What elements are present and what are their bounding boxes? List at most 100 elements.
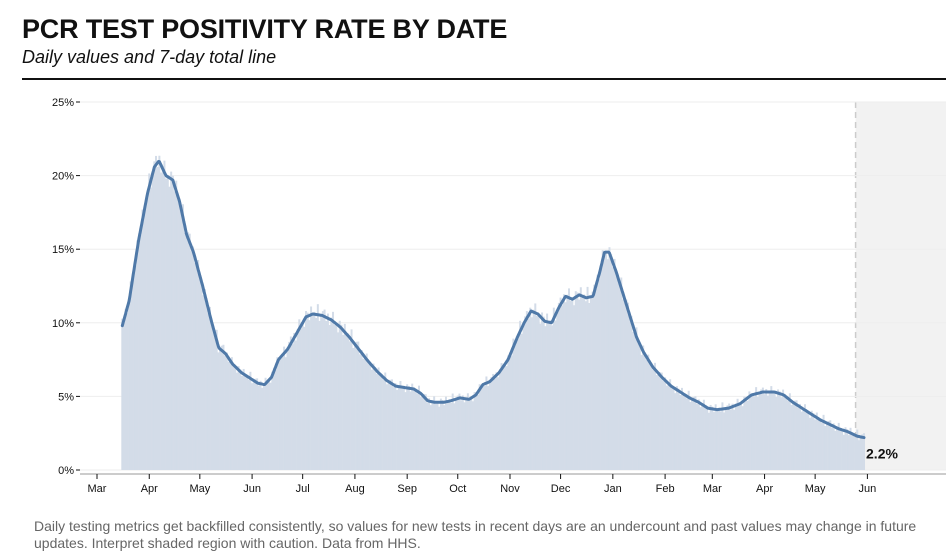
- daily-bar: [529, 307, 532, 470]
- daily-bar: [627, 302, 630, 470]
- daily-bar: [187, 232, 190, 470]
- daily-bar: [475, 392, 478, 470]
- daily-bar: [301, 321, 304, 470]
- daily-bar: [756, 396, 759, 470]
- daily-bar: [527, 318, 530, 470]
- daily-bar: [748, 391, 751, 470]
- daily-bar: [311, 315, 314, 470]
- daily-bar: [571, 298, 574, 470]
- footnote: Daily testing metrics get backfilled con…: [34, 518, 917, 551]
- daily-bar: [308, 320, 311, 470]
- daily-bar: [257, 385, 260, 470]
- daily-bar: [131, 282, 134, 470]
- daily-bar: [800, 411, 803, 470]
- daily-bar: [261, 387, 264, 470]
- daily-bar: [274, 369, 277, 470]
- daily-bar: [372, 363, 375, 470]
- x-tick-label: Aug: [345, 483, 365, 495]
- daily-bar: [436, 401, 439, 470]
- daily-bar: [680, 387, 683, 470]
- daily-bar: [244, 375, 247, 470]
- daily-bar: [568, 288, 571, 470]
- daily-bar: [729, 409, 732, 470]
- daily-bar: [121, 318, 124, 470]
- daily-bar: [643, 352, 646, 470]
- x-tick-label: Mar: [703, 483, 722, 495]
- daily-bar: [217, 352, 220, 470]
- daily-bar: [625, 299, 628, 470]
- daily-bar: [473, 392, 476, 470]
- daily-bar: [628, 318, 631, 470]
- daily-bar: [138, 233, 141, 470]
- positivity-chart: 0% 5% 10% 15% 20% 25% Mar Apr May Jun Jul Aug Sep Oct…: [52, 97, 946, 495]
- daily-bar: [229, 359, 232, 470]
- daily-bar: [724, 407, 727, 470]
- daily-bar: [574, 291, 577, 470]
- daily-bar: [842, 434, 845, 470]
- daily-bar: [824, 425, 827, 470]
- daily-bar: [805, 412, 808, 470]
- daily-bar: [318, 320, 321, 470]
- daily-bar: [421, 394, 424, 470]
- daily-bar: [456, 395, 459, 470]
- daily-bar: [679, 394, 682, 470]
- daily-bar: [537, 313, 540, 470]
- daily-bar: [783, 396, 786, 470]
- daily-bar: [734, 403, 737, 470]
- daily-bar: [630, 315, 633, 470]
- daily-bar: [411, 383, 414, 470]
- daily-bar: [153, 161, 156, 470]
- daily-bar: [369, 362, 372, 470]
- daily-bar: [483, 386, 486, 470]
- daily-bar: [384, 372, 387, 470]
- daily-bar: [480, 387, 483, 470]
- y-tick-label: 15%: [52, 244, 74, 256]
- daily-bar: [706, 407, 709, 470]
- daily-bar: [219, 347, 222, 470]
- daily-bar: [647, 354, 650, 470]
- daily-bar: [385, 384, 388, 470]
- daily-bar: [267, 379, 270, 470]
- daily-bar: [539, 323, 542, 470]
- daily-bar: [623, 297, 626, 470]
- daily-bar: [793, 400, 796, 470]
- daily-bar: [246, 374, 249, 470]
- daily-bar: [601, 250, 604, 470]
- daily-bar: [510, 355, 513, 470]
- daily-bar: [446, 402, 449, 470]
- daily-bar: [126, 313, 129, 470]
- daily-bar: [677, 388, 680, 470]
- daily-bar: [412, 389, 415, 470]
- daily-bar: [252, 379, 255, 470]
- daily-bar: [669, 379, 672, 470]
- daily-bar: [859, 436, 862, 470]
- daily-bar: [731, 403, 734, 470]
- daily-bar: [704, 408, 707, 470]
- daily-bar: [188, 233, 191, 470]
- daily-bar: [524, 316, 527, 470]
- daily-bar: [788, 393, 791, 470]
- daily-bar: [342, 334, 345, 470]
- daily-bar: [163, 160, 166, 470]
- daily-bar: [417, 385, 420, 470]
- daily-bar: [829, 420, 832, 470]
- daily-bar: [819, 418, 822, 470]
- daily-bar: [310, 306, 313, 470]
- backfill-shaded-region: [855, 102, 946, 470]
- daily-bar: [640, 354, 643, 470]
- seven-day-line-layer: [120, 160, 866, 440]
- daily-bar: [476, 394, 479, 470]
- daily-bar: [541, 312, 544, 470]
- y-tick-label: 10%: [52, 318, 74, 330]
- title-rule: [22, 78, 946, 80]
- daily-bar: [345, 335, 348, 470]
- daily-bar: [564, 302, 567, 470]
- daily-bar: [839, 430, 842, 470]
- daily-bar: [254, 378, 257, 470]
- daily-bar: [583, 294, 586, 470]
- daily-bar: [657, 372, 660, 470]
- daily-bar: [391, 379, 394, 470]
- daily-bar: [168, 186, 171, 471]
- daily-bar: [728, 403, 731, 470]
- daily-bar: [197, 259, 200, 470]
